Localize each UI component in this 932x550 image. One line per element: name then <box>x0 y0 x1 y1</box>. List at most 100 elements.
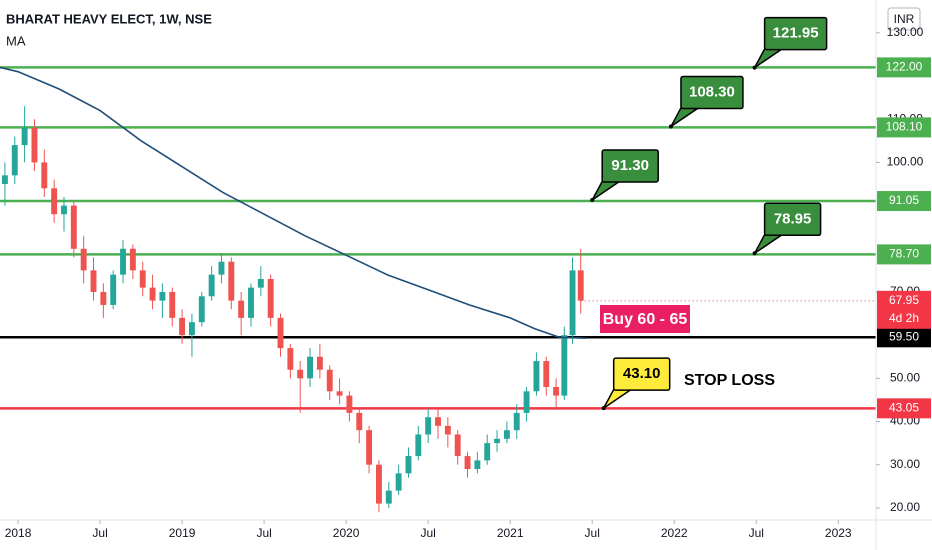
candle-body <box>569 270 576 336</box>
y-tick-label: 50.00 <box>890 371 920 385</box>
callout-joint <box>618 382 631 389</box>
candle-body <box>21 127 28 146</box>
callout-anchor <box>752 251 757 256</box>
bar-timer: 4d 2h <box>889 311 919 325</box>
candle-body <box>375 464 382 504</box>
callout-joint <box>685 100 698 107</box>
x-tick-label: 2018 <box>5 526 32 540</box>
level-tag-label: 91.05 <box>889 193 919 207</box>
candle-body <box>198 296 205 323</box>
x-tick-label: Jul <box>92 526 107 540</box>
candle-body <box>100 291 107 305</box>
candle-body <box>484 443 491 461</box>
candle-body <box>533 361 540 392</box>
candle-body <box>577 270 584 301</box>
candle-body <box>129 248 136 271</box>
candle-body <box>307 356 313 379</box>
candle-body <box>425 417 432 435</box>
level-tag-label: 43.05 <box>889 401 919 415</box>
candle-body <box>61 205 67 215</box>
currency-label[interactable]: INR <box>894 12 915 26</box>
candle-body <box>444 425 451 435</box>
level-tag <box>877 327 931 348</box>
callout-joint <box>769 41 782 48</box>
candle-body <box>41 162 48 189</box>
currency-box[interactable] <box>887 7 921 31</box>
level-tag <box>877 57 931 78</box>
callout-anchor <box>601 406 606 411</box>
level-tag <box>877 244 931 265</box>
candle-body <box>169 291 176 318</box>
level-tag-label: 122.00 <box>886 60 923 74</box>
x-tick-label: 2021 <box>497 526 524 540</box>
level-tag-label: 78.70 <box>889 247 919 261</box>
candle-body <box>346 395 353 413</box>
y-tick-label: 30.00 <box>890 457 920 471</box>
candle-body <box>277 317 284 349</box>
chart-title: BHARAT HEAVY ELECT, 1W, NSE <box>6 11 212 26</box>
x-tick-label: 2019 <box>169 526 196 540</box>
x-tick-label: Jul <box>256 526 271 540</box>
indicator-legend: MA <box>6 33 26 48</box>
candle-body <box>218 261 225 275</box>
candle-body <box>80 248 87 271</box>
candle-body <box>188 322 195 336</box>
candle-body <box>405 456 412 474</box>
candle-body <box>267 279 274 318</box>
candle-body <box>257 279 264 288</box>
candle-body <box>454 434 461 457</box>
x-tick-label: Jul <box>585 526 600 540</box>
candle-body <box>287 348 294 370</box>
buy-label: Buy 60 - 65 <box>603 311 688 328</box>
level-tag-label: 108.10 <box>886 120 923 134</box>
candle-body <box>435 417 441 426</box>
candle-body <box>513 412 520 431</box>
callout-anchor <box>752 65 757 70</box>
last-price-label: 67.95 <box>889 293 919 307</box>
candle-body <box>297 369 304 379</box>
candle-body <box>149 287 156 301</box>
x-tick-label: 2020 <box>333 526 360 540</box>
x-tick-label: Jul <box>749 526 764 540</box>
callout-label: 121.95 <box>773 25 819 42</box>
x-tick-label: Jul <box>420 526 435 540</box>
callout-label: 43.10 <box>623 365 661 382</box>
candle-body <box>208 274 215 297</box>
candle-body <box>70 205 77 249</box>
level-tag <box>877 191 931 212</box>
candle-body <box>11 145 18 176</box>
candle-body <box>248 287 254 318</box>
y-tick-label: 20.00 <box>890 500 920 514</box>
candle-body <box>561 335 568 396</box>
callout-label: 78.95 <box>774 210 812 227</box>
y-tick-label: 100.00 <box>887 155 924 169</box>
candle-body <box>366 430 373 465</box>
candle-body <box>238 300 245 318</box>
level-tag <box>877 398 931 419</box>
candle-body <box>494 438 501 444</box>
candle-body <box>90 270 97 292</box>
plot-area <box>0 66 876 513</box>
candle-body <box>523 391 530 413</box>
callout-label: 91.30 <box>611 157 649 174</box>
candle-body <box>326 369 333 392</box>
callout-joint <box>769 227 782 234</box>
candle-body <box>553 386 560 396</box>
buy-label-box <box>600 305 690 333</box>
candle-body <box>139 270 146 288</box>
y-tick-label: 130.00 <box>887 25 924 39</box>
candle-body <box>336 391 343 396</box>
candle-body <box>356 412 363 431</box>
candle-body <box>503 430 510 439</box>
stop-loss-label: STOP LOSS <box>684 372 775 389</box>
candle-body <box>415 434 422 457</box>
candle-body <box>51 188 58 215</box>
candle-body <box>543 361 550 387</box>
candle-body <box>395 473 402 491</box>
candle-body <box>110 274 117 305</box>
callout-joint <box>607 173 620 180</box>
candle-body <box>316 356 323 370</box>
level-tag <box>877 117 931 138</box>
x-tick-label: 2022 <box>661 526 688 540</box>
